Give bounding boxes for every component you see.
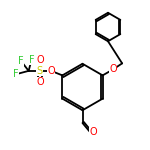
Text: O: O — [47, 66, 55, 76]
Text: S: S — [37, 66, 43, 76]
Text: O: O — [109, 64, 117, 74]
Text: F: F — [29, 55, 34, 65]
Text: F: F — [18, 56, 24, 66]
Text: O: O — [36, 55, 44, 65]
Text: O: O — [89, 127, 97, 137]
Text: O: O — [36, 77, 44, 87]
Text: F: F — [13, 69, 19, 79]
